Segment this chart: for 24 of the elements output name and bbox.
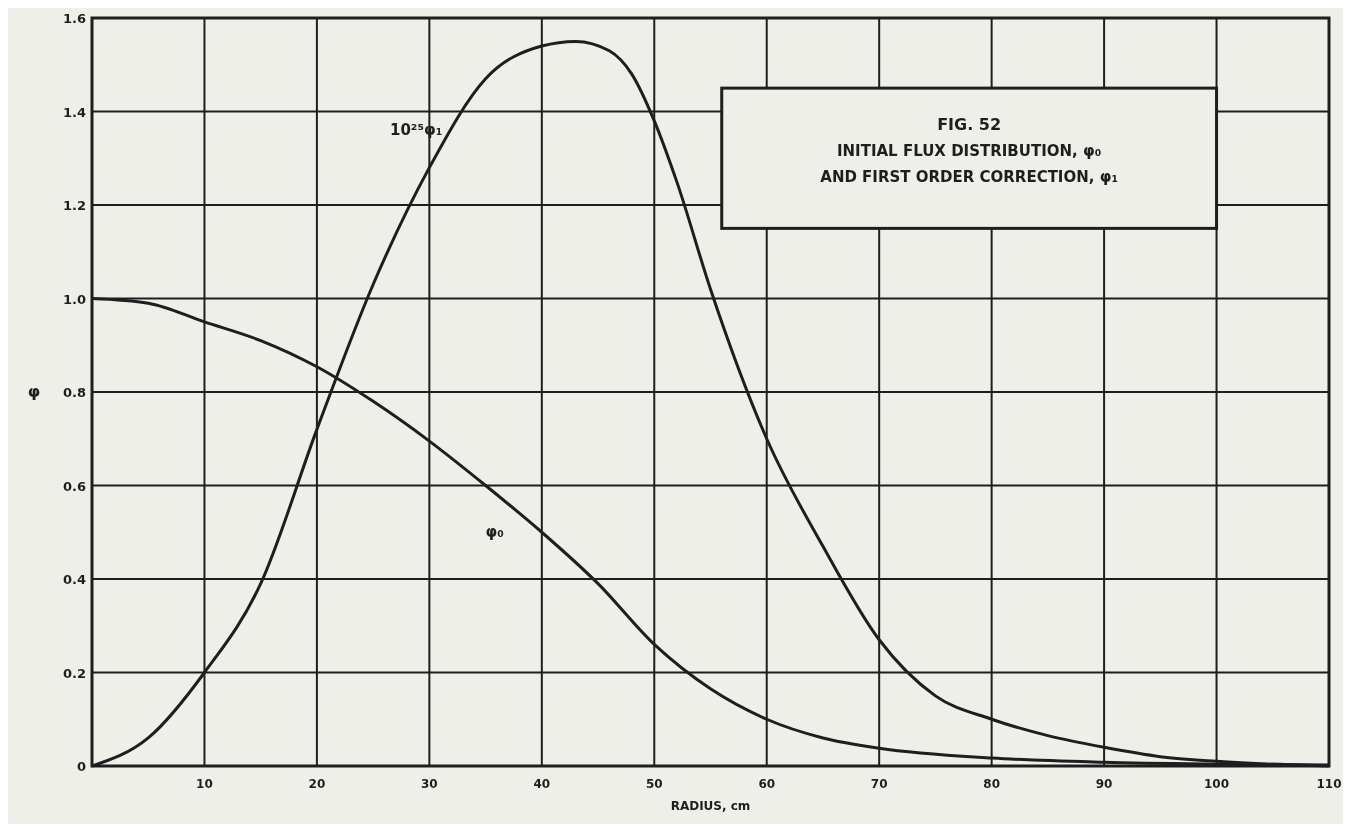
x-axis-title: RADIUS, cm <box>670 799 751 813</box>
series-label: φ₀ <box>485 522 504 541</box>
y-tick-label: 1.2 <box>62 198 86 213</box>
x-tick-label: 90 <box>1095 777 1113 791</box>
x-tick-label: 30 <box>421 777 438 791</box>
x-tick-label: 80 <box>983 777 1000 791</box>
x-tick-label: 10 <box>196 777 213 791</box>
x-tick-label: 100 <box>1204 777 1230 791</box>
y-tick-label: 1.4 <box>62 104 86 120</box>
x-tick-label: 110 <box>1316 777 1342 791</box>
y-tick-label: 1.0 <box>62 291 86 307</box>
x-tick-label: 50 <box>645 777 663 791</box>
y-tick-label: 0.8 <box>62 385 86 400</box>
y-tick-label: 0.6 <box>62 478 86 494</box>
y-tick-label: 0 <box>76 759 86 774</box>
x-tick-label: 60 <box>758 777 776 791</box>
x-tick-label: 40 <box>533 777 551 791</box>
title-box: FIG. 52 INITIAL FLUX DISTRIBUTION, φ₀ AND FIRST ORDER CORRECTION, φ₁ <box>720 86 1219 230</box>
x-tick-label: 20 <box>308 777 326 791</box>
y-tick-label: 1.6 <box>62 11 86 26</box>
y-tick-label: 0.4 <box>62 572 86 587</box>
y-axis-title: φ <box>27 382 41 401</box>
x-tick-label: 70 <box>870 777 888 791</box>
y-tick-label: 0.2 <box>62 665 86 681</box>
